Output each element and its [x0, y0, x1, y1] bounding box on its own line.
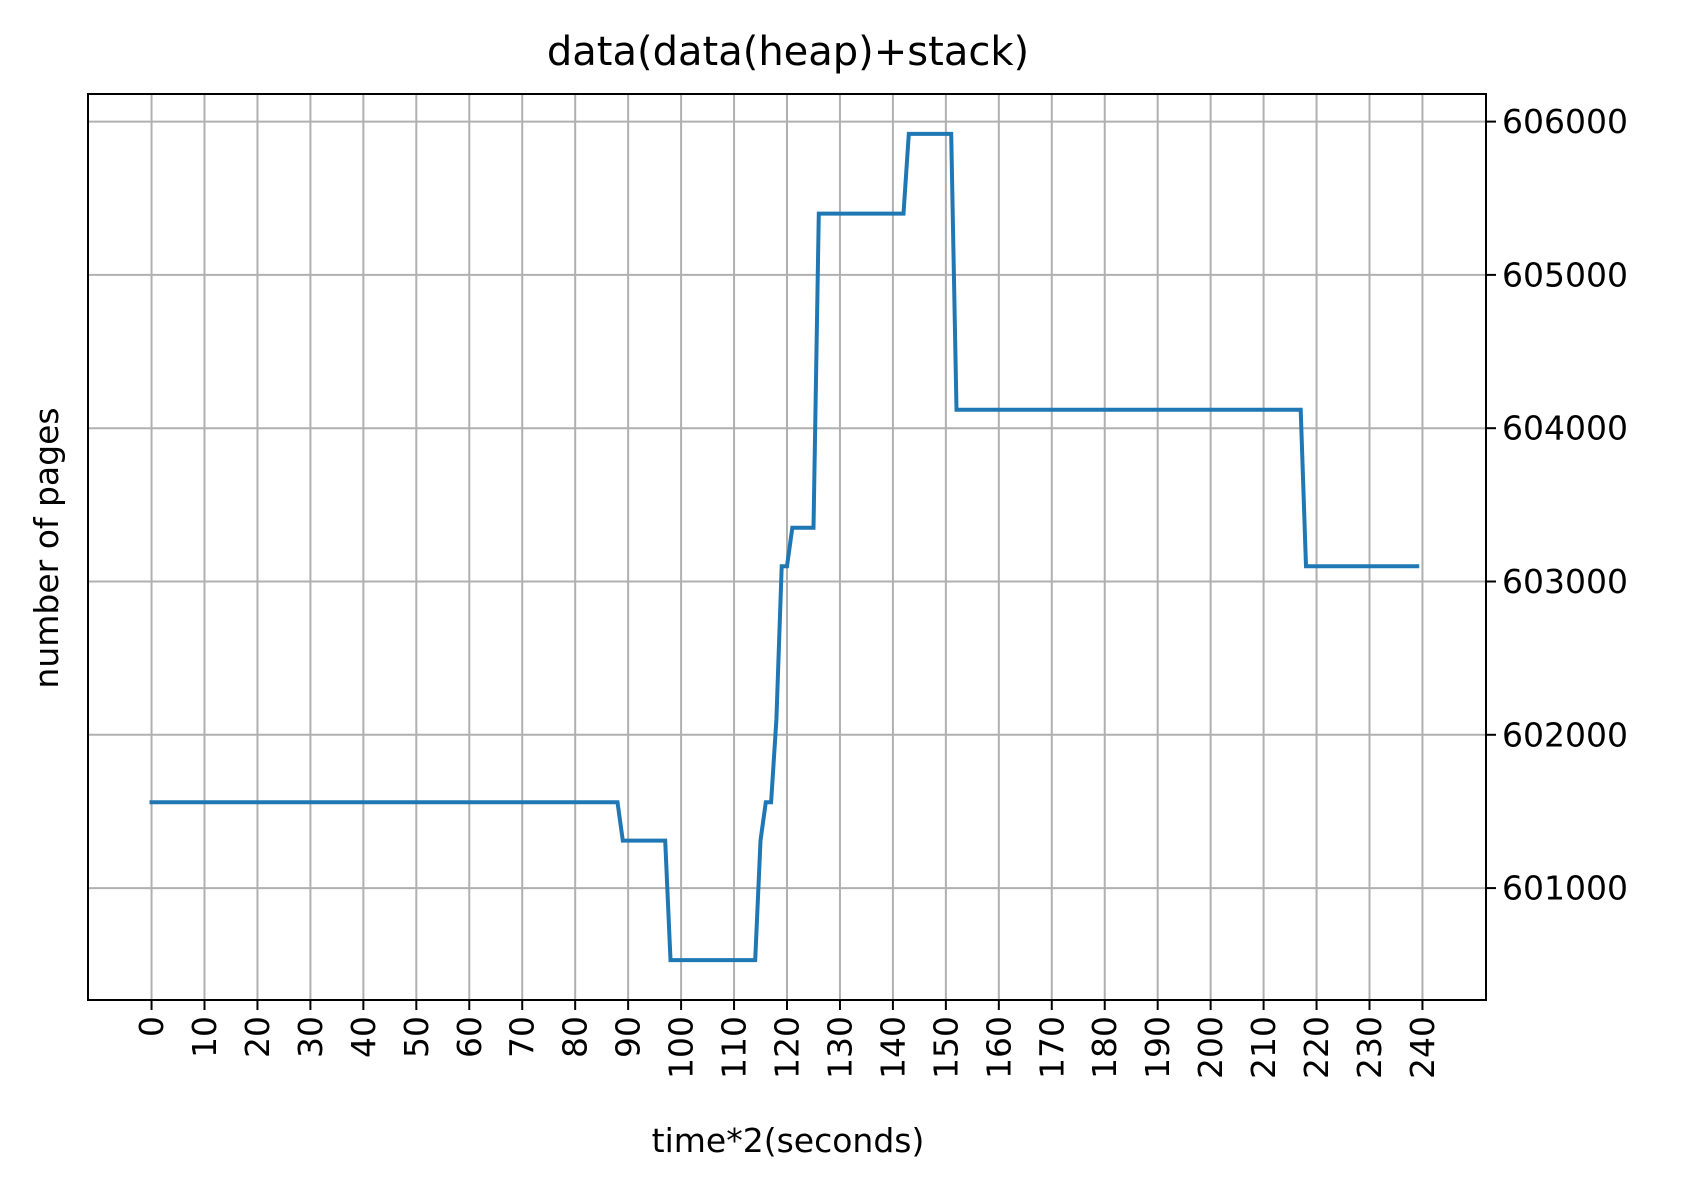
y-tick-label: 601000	[1502, 869, 1628, 908]
x-tick-label: 10	[185, 1016, 224, 1058]
x-tick-label: 140	[873, 1016, 912, 1079]
x-axis-label: time*2(seconds)	[652, 1121, 925, 1160]
y-tick-label: 605000	[1502, 255, 1628, 294]
x-tick-label: 50	[397, 1016, 436, 1058]
x-tick-label: 30	[291, 1016, 330, 1058]
x-tick-label: 200	[1191, 1016, 1230, 1079]
x-tick-label: 130	[820, 1016, 859, 1079]
x-tick-label: 40	[344, 1016, 383, 1058]
x-tick-label: 220	[1297, 1016, 1336, 1079]
x-tick-label: 160	[979, 1016, 1018, 1079]
x-tick-label: 20	[238, 1016, 277, 1058]
series-group	[149, 131, 1420, 963]
x-tick-label: 240	[1403, 1016, 1442, 1079]
x-tick-label: 0	[132, 1016, 171, 1037]
series-line	[149, 131, 1420, 963]
y-tick-label: 602000	[1502, 715, 1628, 754]
chart-title: data(data(heap)+stack)	[547, 29, 1029, 75]
y-axis-ticks: 601000 602000 603000 604000 605000 606000	[1486, 102, 1628, 908]
x-tick-label: 230	[1350, 1016, 1389, 1079]
y-tick-label: 606000	[1502, 102, 1628, 141]
y-tick-label: 604000	[1502, 409, 1628, 448]
x-tick-label: 120	[768, 1016, 807, 1079]
x-tick-label: 180	[1085, 1016, 1124, 1079]
y-axis-label: number of pages	[27, 407, 66, 688]
x-tick-label: 90	[609, 1016, 648, 1058]
x-tick-label: 190	[1138, 1016, 1177, 1079]
x-tick-label: 70	[503, 1016, 542, 1058]
x-axis-ticks: 0 10 20 30 40 50 60 70 80 90 100 110 120 130 140 150 160…	[132, 1000, 1442, 1079]
x-tick-label: 150	[926, 1016, 965, 1079]
x-tick-label: 80	[556, 1016, 595, 1058]
x-tick-label: 110	[715, 1016, 754, 1079]
grid-lines	[88, 94, 1486, 1000]
x-tick-label: 170	[1032, 1016, 1071, 1079]
y-tick-label: 603000	[1502, 562, 1628, 601]
x-tick-label: 210	[1244, 1016, 1283, 1079]
x-tick-label: 60	[450, 1016, 489, 1058]
x-tick-label: 100	[662, 1016, 701, 1079]
